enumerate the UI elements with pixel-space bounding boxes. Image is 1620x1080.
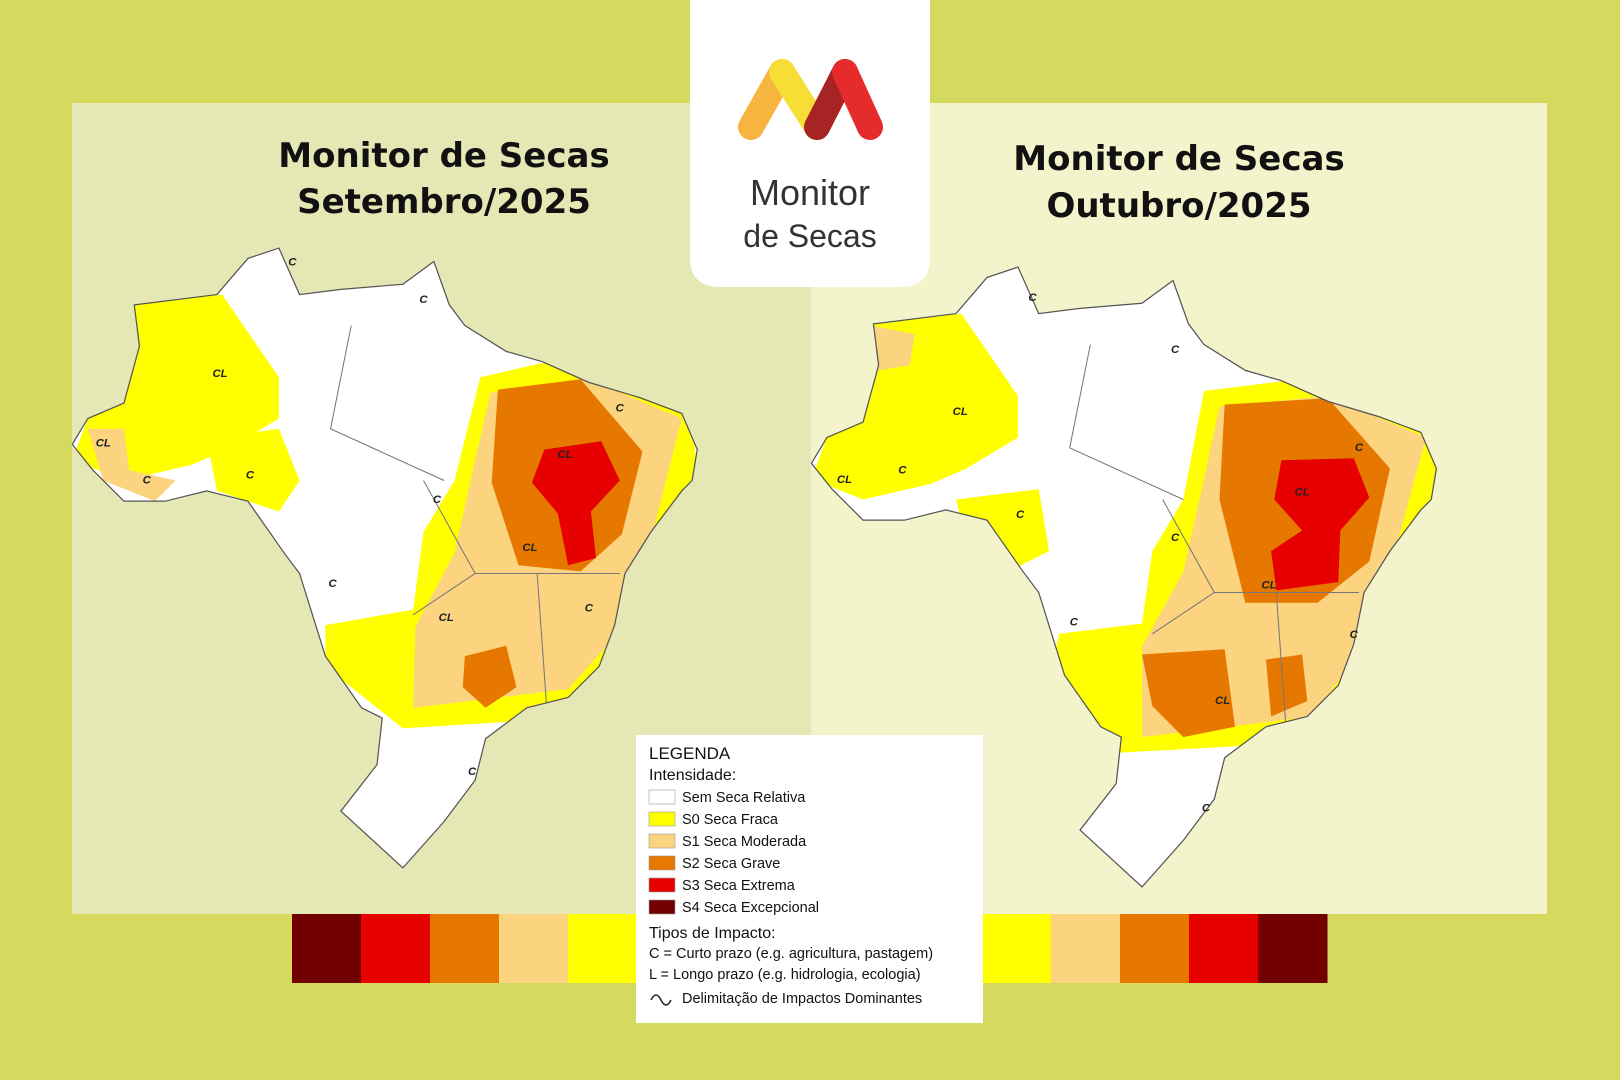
strip-cell — [982, 914, 1052, 983]
color-strip — [292, 914, 1328, 983]
legend-swatch — [648, 833, 676, 849]
impact-label: C — [419, 294, 428, 306]
strip-cell — [1258, 914, 1328, 983]
map-october: C C CL CL C C CL C C C CL C CL C — [810, 266, 1438, 888]
legend-label: S3 Seca Extrema — [682, 878, 796, 894]
impact-label: C — [1070, 617, 1079, 629]
logo-text: Monitor — [750, 172, 870, 213]
drought-zone — [531, 441, 620, 566]
drought-zone — [206, 428, 300, 512]
impact-label: CL — [522, 542, 537, 554]
impact-label: C — [468, 766, 477, 778]
impact-label: C — [1350, 629, 1359, 641]
legend: LEGENDA Intensidade: Tipos de Impacto: C… — [636, 735, 983, 1023]
impact-label: C — [1355, 442, 1364, 454]
strip-cell — [1120, 914, 1190, 983]
legend-heading: Intensidade: — [649, 767, 736, 784]
strip-cell — [568, 914, 638, 983]
map-title: Monitor de Secas — [1013, 139, 1344, 179]
legend-label: Sem Seca Relativa — [682, 790, 806, 806]
legend-label: S1 Seca Moderada — [682, 834, 807, 850]
impact-label: CL — [96, 437, 111, 449]
impact-label: C — [329, 578, 338, 590]
impact-label: CL — [1261, 579, 1276, 591]
drought-zone — [1265, 654, 1308, 717]
impact-label: C — [1028, 292, 1037, 304]
legend-heading: Tipos de Impacto: — [649, 925, 776, 942]
impact-label: CL — [837, 474, 852, 486]
impact-label: C — [1016, 509, 1025, 521]
impact-label: C — [288, 257, 297, 269]
logo-text: de Secas — [743, 218, 876, 254]
delimitation-icon — [650, 994, 672, 1006]
strip-cell — [430, 914, 500, 983]
impact-label: C — [1171, 344, 1180, 356]
strip-cell — [292, 914, 362, 983]
legend-label: S0 Seca Fraca — [682, 812, 779, 828]
strip-cell — [499, 914, 569, 983]
map-subtitle: Setembro/2025 — [297, 182, 591, 222]
strip-cell — [361, 914, 431, 983]
drought-zone — [811, 313, 1019, 500]
drought-zone — [87, 428, 176, 502]
strip-cell — [1051, 914, 1121, 983]
impact-label: CL — [1295, 486, 1310, 498]
legend-swatch — [648, 811, 676, 827]
logo-mark — [738, 59, 883, 140]
map-subtitle: Outubro/2025 — [1046, 186, 1311, 226]
legend-impact: C = Curto prazo (e.g. agricultura, pasta… — [649, 946, 933, 962]
legend-swatch — [648, 855, 676, 871]
logo-box — [690, 0, 930, 287]
impact-label: C — [616, 402, 625, 414]
impact-label: CL — [557, 449, 572, 461]
legend-impact: L = Longo prazo (e.g. hidrologia, ecolog… — [649, 967, 921, 983]
drought-zone — [1142, 649, 1235, 738]
impact-label: CL — [1215, 695, 1230, 707]
legend-title: LEGENDA — [649, 744, 731, 763]
drought-zone — [462, 645, 517, 708]
impact-label: CL — [953, 406, 968, 418]
strip-cell — [1189, 914, 1259, 983]
impact-label: C — [898, 465, 907, 477]
legend-box — [636, 735, 983, 1023]
legend-swatch — [648, 877, 676, 893]
drought-zone — [956, 489, 1050, 572]
impact-label: C — [585, 603, 594, 615]
legend-swatch — [648, 789, 676, 805]
impact-label: C — [1171, 532, 1180, 544]
map-september: C C CL CL C C CL C C C CL C CL C — [71, 247, 698, 869]
legend-label: S2 Seca Grave — [682, 856, 780, 872]
drought-zone — [1271, 458, 1370, 591]
impact-label: CL — [212, 368, 227, 380]
map-title: Monitor de Secas — [278, 136, 609, 176]
impact-label: CL — [439, 612, 454, 624]
legend-swatch — [648, 899, 676, 915]
impact-label: C — [143, 475, 152, 487]
impact-label: C — [1202, 802, 1211, 814]
impact-label: C — [433, 494, 442, 506]
legend-delimitation: Delimitação de Impactos Dominantes — [682, 991, 922, 1007]
impact-label: C — [246, 469, 255, 481]
legend-label: S4 Seca Excepcional — [682, 900, 819, 916]
